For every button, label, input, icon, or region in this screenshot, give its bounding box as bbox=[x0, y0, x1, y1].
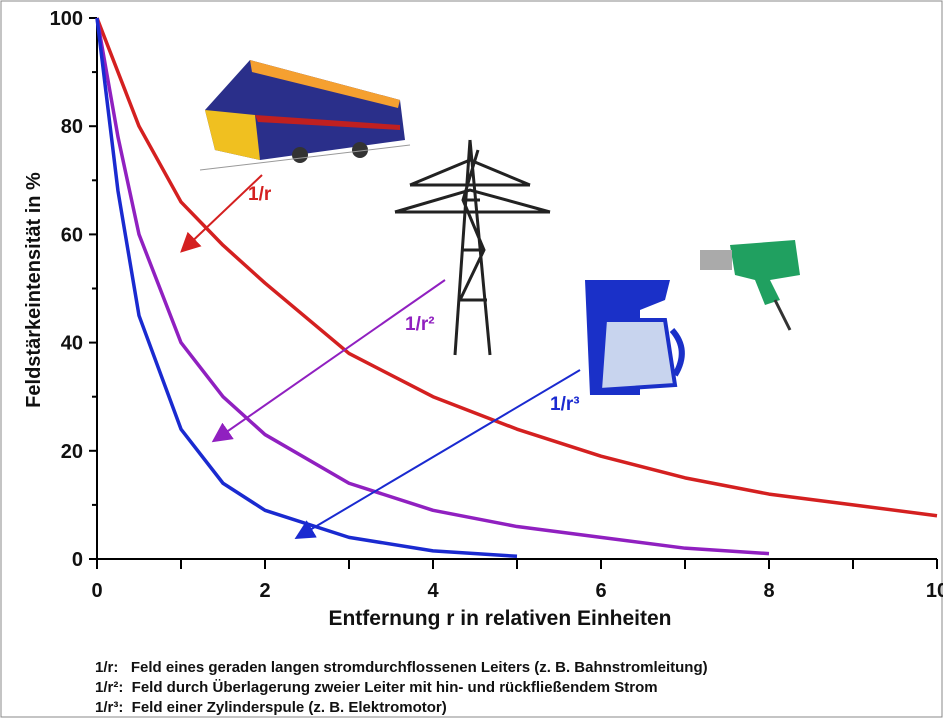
note: 1/r: Feld eines geraden langen stromdurc… bbox=[95, 659, 708, 676]
note: 1/r²: Feld durch Überlagerung zweier Lei… bbox=[95, 679, 658, 696]
x-axis-label: Entfernung r in relativen Einheiten bbox=[328, 607, 671, 630]
x-tick-label: 2 bbox=[259, 580, 270, 602]
y-tick-label: 20 bbox=[61, 441, 83, 463]
series-label: 1/r² bbox=[405, 314, 435, 335]
y-axis-label: Feldstärkeintensität in % bbox=[23, 172, 45, 408]
y-tick-label: 80 bbox=[61, 116, 83, 138]
series-label: 1/r³ bbox=[550, 394, 580, 415]
y-tick-label: 0 bbox=[72, 549, 83, 571]
x-tick-label: 10 bbox=[926, 580, 943, 602]
chart: Feldstärkeintensität in % Entfernung r i… bbox=[0, 0, 943, 718]
y-tick-label: 60 bbox=[61, 224, 83, 246]
x-tick-label: 6 bbox=[595, 580, 606, 602]
x-tick-label: 4 bbox=[427, 580, 439, 602]
x-tick-label: 0 bbox=[91, 580, 102, 602]
y-tick-label: 40 bbox=[61, 333, 83, 355]
x-tick-label: 8 bbox=[763, 580, 774, 602]
note: 1/r³: Feld einer Zylinderspule (z. B. El… bbox=[95, 699, 447, 716]
y-tick-label: 100 bbox=[50, 8, 83, 30]
series-label: 1/r bbox=[248, 184, 272, 205]
